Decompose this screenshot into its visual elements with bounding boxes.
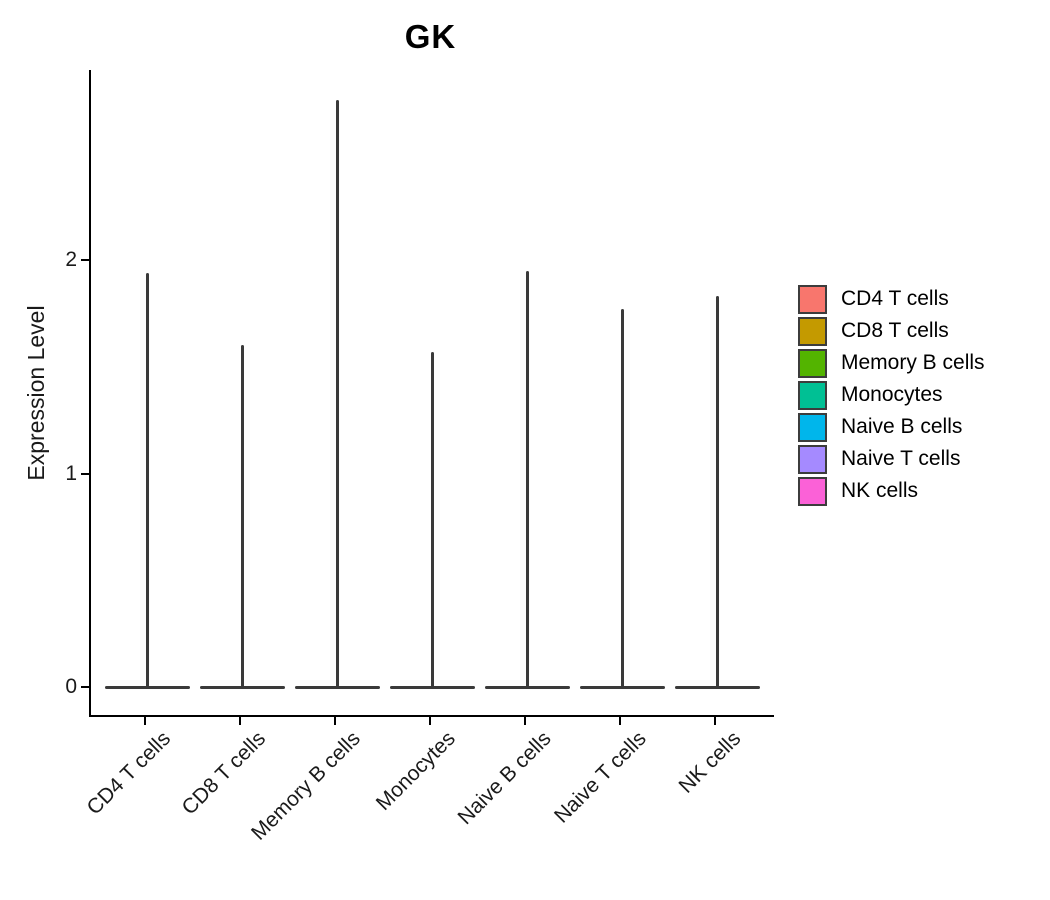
violin-base bbox=[484, 685, 570, 689]
x-axis-tick-mark bbox=[144, 717, 146, 725]
legend-color-swatch bbox=[798, 316, 827, 346]
legend-color-swatch bbox=[798, 476, 827, 506]
violin-spike bbox=[145, 272, 149, 687]
legend-item-label: Naive T cells bbox=[841, 447, 961, 470]
x-axis-tick-mark bbox=[714, 717, 716, 725]
legend-color-swatch bbox=[798, 284, 827, 314]
legend-item: Naive B cells bbox=[798, 411, 985, 443]
legend-color-swatch bbox=[798, 412, 827, 442]
x-axis-tick-label: CD4 T cells bbox=[82, 727, 176, 820]
legend-item: CD8 T cells bbox=[798, 315, 985, 347]
legend-color-swatch bbox=[798, 348, 827, 378]
x-axis-tick-label: Naive B cells bbox=[453, 727, 556, 830]
x-axis-tick-mark bbox=[429, 717, 431, 725]
legend-color-swatch bbox=[798, 444, 827, 474]
x-axis-tick-mark bbox=[334, 717, 336, 725]
x-axis-tick-mark bbox=[619, 717, 621, 725]
plot-title: GK bbox=[404, 18, 457, 55]
violin-spike bbox=[620, 309, 624, 687]
y-axis-tick-label: 1 bbox=[65, 461, 77, 485]
y-axis-tick-mark bbox=[81, 472, 89, 475]
violin-base bbox=[294, 685, 380, 689]
violin-base bbox=[674, 685, 760, 689]
y-axis-tick-label: 2 bbox=[65, 248, 77, 271]
legend-color-swatch bbox=[798, 380, 827, 410]
y-axis-tick-mark bbox=[81, 259, 89, 261]
violin-base bbox=[199, 685, 285, 689]
plot-area bbox=[89, 70, 774, 717]
legend: CD4 T cells CD8 T cells Memory B cells Mono… bbox=[798, 283, 985, 507]
y-axis-tick-mark bbox=[81, 686, 89, 688]
legend-item-label: CD8 T cells bbox=[841, 319, 949, 342]
legend-item: Monocytes bbox=[798, 379, 985, 411]
violin-spike bbox=[525, 270, 529, 687]
x-axis-tick-label: Naive T cells bbox=[549, 727, 651, 828]
legend-item: Memory B cells bbox=[798, 347, 985, 379]
violin-spike bbox=[240, 345, 244, 687]
y-axis-label: Expression Level bbox=[23, 305, 49, 481]
legend-item: NK cells bbox=[798, 475, 985, 507]
x-axis-tick-mark bbox=[239, 717, 241, 725]
violin-base bbox=[579, 685, 665, 689]
legend-item-label: CD4 T cells bbox=[841, 287, 949, 310]
violin-spike bbox=[430, 351, 434, 687]
x-axis-tick-mark bbox=[524, 717, 526, 725]
legend-item-label: Naive B cells bbox=[841, 415, 963, 438]
legend-item-label: Monocytes bbox=[841, 383, 943, 406]
violin-spike bbox=[335, 99, 339, 687]
y-axis-tick-label: 0 bbox=[65, 675, 77, 698]
x-axis-tick-label: NK cells bbox=[674, 727, 746, 798]
violin-base bbox=[104, 685, 190, 689]
legend-item-label: Memory B cells bbox=[841, 351, 985, 374]
x-axis-tick-label: Monocytes bbox=[372, 727, 461, 816]
violin-spike bbox=[715, 296, 719, 687]
legend-item-label: NK cells bbox=[841, 479, 919, 502]
violin-base bbox=[389, 685, 475, 689]
legend-item: CD4 T cells bbox=[798, 283, 985, 315]
legend-item: Naive T cells bbox=[798, 443, 985, 475]
x-axis-tick-label: CD8 T cells bbox=[177, 727, 271, 820]
